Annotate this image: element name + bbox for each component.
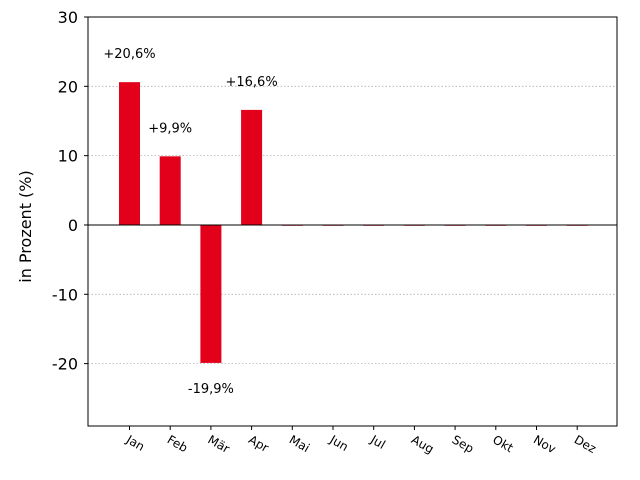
y-axis-ticks: -20 -10 0 10 20 30 xyxy=(52,8,88,374)
bar-feb xyxy=(159,156,181,225)
x-tick-label: Aug xyxy=(409,432,436,456)
x-tick-label: Dez xyxy=(572,432,599,456)
data-label: +16,6% xyxy=(225,75,277,90)
bars xyxy=(119,82,588,363)
y-tick-label: 10 xyxy=(58,147,78,166)
plot-frame xyxy=(87,16,618,427)
y-tick-label: 30 xyxy=(58,8,78,27)
x-tick-label: Nov xyxy=(531,432,558,456)
y-tick-label: 20 xyxy=(58,77,78,96)
bar-jan xyxy=(119,82,140,225)
x-tick-label: Mär xyxy=(205,432,232,455)
y-tick-label: -20 xyxy=(52,355,78,374)
data-label: +9,9% xyxy=(148,121,192,136)
x-tick-label: Jun xyxy=(327,432,351,454)
y-tick-label: 0 xyxy=(68,216,78,235)
x-tick-label: Apr xyxy=(246,432,271,455)
grid-lines xyxy=(88,85,617,365)
data-label: -19,9% xyxy=(188,382,234,397)
x-tick-label: Jul xyxy=(367,432,387,452)
bar-mär xyxy=(200,224,222,363)
x-tick-label: Sep xyxy=(450,432,477,455)
y-axis-label: in Prozent (%) xyxy=(16,170,35,282)
x-tick-label: Jan xyxy=(123,432,147,454)
x-tick-label: Okt xyxy=(490,432,516,455)
data-labels: +20,6% +9,9% -19,9% +16,6% xyxy=(103,47,277,397)
y-tick-label: -10 xyxy=(52,285,78,304)
data-label: +20,6% xyxy=(103,47,155,62)
bar-apr xyxy=(241,109,263,225)
x-tick-label: Mai xyxy=(287,432,312,455)
x-tick-label: Feb xyxy=(165,432,190,455)
x-axis-ticks: Jan Feb Mär Apr Mai Jun Jul Aug Sep Okt Nov Dez xyxy=(123,426,599,456)
